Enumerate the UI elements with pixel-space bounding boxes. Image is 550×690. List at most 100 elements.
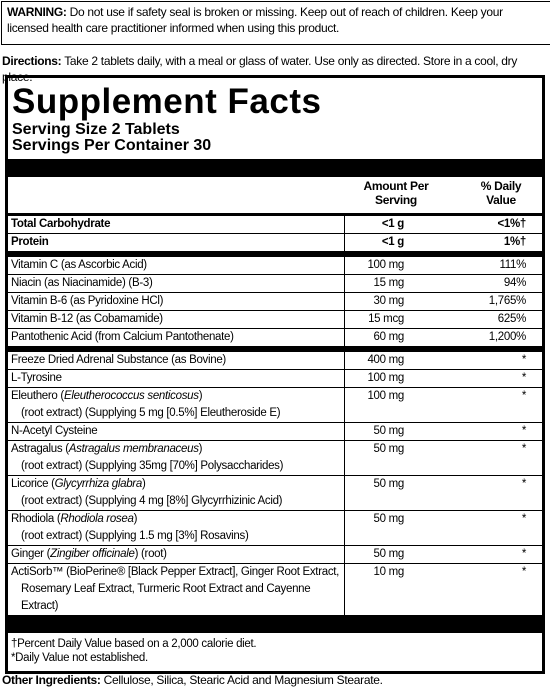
daily-value: *	[521, 478, 526, 490]
ingredient-detail: (root extract) (Supplying 1.5 mg [3%] Ro…	[21, 530, 249, 542]
servings-per-container: Servings Per Container 30	[12, 137, 212, 154]
amount: <1 g	[344, 216, 454, 233]
ingredient: Pantothenic Acid (from Calcium Pantothen…	[8, 329, 344, 346]
daily-value: 111%	[499, 259, 526, 271]
name-part: Ginger (	[11, 548, 51, 560]
section: Freeze Dried Adrenal Substance (as Bovin…	[8, 346, 542, 615]
name-part: Niacin (as Niacinamide) (B-3)	[11, 277, 153, 289]
row: L-Tyrosine 100 mg *	[8, 370, 542, 388]
ingredient-detail: Rosemary Leaf Extract, Turmeric Root Ext…	[21, 583, 311, 612]
daily-value: *	[521, 354, 526, 366]
name-part: )	[198, 390, 203, 402]
dv-header: % Daily Value	[480, 179, 522, 207]
row: Vitamin C (as Ascorbic Acid) 100 mg 111%	[8, 257, 542, 275]
row: Eleuthero (Eleutherococcus senticosus) (r…	[8, 388, 542, 423]
other-ingredients: Other Ingredients: Cellulose, Silica, St…	[2, 672, 383, 688]
name-part: Vitamin B-6 (as Pyridoxine HCl)	[11, 295, 164, 307]
name-part: L-Tyrosine	[11, 372, 62, 384]
amount: 10 mg	[344, 564, 454, 615]
warning-label: WARNING:	[7, 5, 67, 19]
amount: 50 mg	[344, 476, 454, 510]
daily-value: *	[521, 443, 526, 455]
divider-bar	[8, 159, 542, 177]
name-part: )	[198, 443, 203, 455]
name-part: Eleuthero (	[11, 390, 64, 402]
ingredient-name: Ginger (Zingiber officinale) (root)	[11, 546, 344, 563]
facts-title: Supplement Facts	[12, 82, 322, 121]
name-part: Vitamin C (as Ascorbic Acid)	[11, 259, 147, 271]
name-part: )	[141, 478, 146, 490]
serving-size: Serving Size 2 Tablets	[12, 121, 180, 138]
ingredient: Vitamin B-6 (as Pyridoxine HCl)	[8, 293, 344, 310]
ingredient-name: Eleuthero (Eleutherococcus senticosus)	[11, 388, 344, 405]
section: Vitamin C (as Ascorbic Acid) 100 mg 111% Ni…	[8, 251, 542, 346]
name-part: )	[133, 513, 138, 525]
amount: 400 mg	[344, 352, 454, 369]
spacer	[8, 179, 356, 213]
directions: Directions: Take 2 tablets daily, with a…	[2, 53, 548, 85]
amount: 30 mg	[344, 293, 454, 310]
name-part: Vitamin B-12 (as Cobamamide)	[11, 313, 163, 325]
name-part: Pantothenic Acid (from Calcium Pantothen…	[11, 331, 234, 343]
ingredient-detail: (root extract) (Supplying 4 mg [8%] Glyc…	[21, 495, 283, 507]
ingredient-name: ActiSorb™ (BioPerine® [Black Pepper Extr…	[11, 564, 344, 581]
name-part: ActiSorb™ (BioPerine® [Black Pepper Extr…	[11, 566, 340, 578]
name-part: Rhodiola (	[11, 513, 61, 525]
ingredient-name: Vitamin B-12 (as Cobamamide)	[11, 311, 344, 328]
other-text: Cellulose, Silica, Stearic Acid and Magn…	[103, 673, 383, 687]
amount: 100 mg	[344, 388, 454, 422]
ingredient-name: Pantothenic Acid (from Calcium Pantothen…	[11, 329, 344, 346]
amount: 60 mg	[344, 329, 454, 346]
name-part: Rhodiola rosea	[60, 513, 134, 525]
name-part: Eleutherococcus senticosus	[63, 390, 199, 402]
ingredient: Niacin (as Niacinamide) (B-3)	[8, 275, 344, 292]
row: Freeze Dried Adrenal Substance (as Bovin…	[8, 352, 542, 370]
ingredient-name: Protein	[11, 234, 344, 251]
warning-text: Do not use if safety seal is broken or m…	[7, 5, 503, 35]
ingredient: ActiSorb™ (BioPerine® [Black Pepper Extr…	[8, 564, 344, 615]
row: Licorice (Glycyrrhiza glabra) (root extra…	[8, 476, 542, 511]
daily-value: *	[521, 513, 526, 525]
daily-value: 1,200%	[488, 331, 527, 343]
directions-label: Directions:	[2, 54, 62, 68]
name-part: Astragalus (	[11, 443, 69, 455]
warning-box: WARNING: Do not use if safety seal is br…	[1, 1, 550, 45]
name-part: Freeze Dried Adrenal Substance (as Bovin…	[11, 354, 226, 366]
ingredient: Vitamin B-12 (as Cobamamide)	[8, 311, 344, 328]
name-part: Glycyrrhiza glabra	[54, 478, 143, 490]
ingredient-name: Total Carbohydrate	[11, 216, 344, 233]
ingredient: Protein	[8, 234, 344, 251]
daily-value: <1%†	[497, 218, 526, 230]
ingredient: L-Tyrosine	[8, 370, 344, 387]
row: Protein <1 g 1%†	[8, 234, 542, 251]
daily-value: 625%	[497, 313, 527, 325]
name-part: ) (root)	[134, 548, 167, 560]
daily-value: 1%†	[503, 236, 526, 248]
ingredient-name: Niacin (as Niacinamide) (B-3)	[11, 275, 344, 292]
ingredient-name: Astragalus (Astragalus membranaceus)	[11, 441, 344, 458]
amount: 50 mg	[344, 546, 454, 563]
row: Niacin (as Niacinamide) (B-3) 15 mg 94%	[8, 275, 542, 293]
ingredient: Total Carbohydrate	[8, 216, 344, 233]
daily-value: *	[521, 548, 526, 560]
amount: <1 g	[344, 234, 454, 251]
ingredient-name: Licorice (Glycyrrhiza glabra)	[11, 476, 344, 493]
amount: 50 mg	[344, 511, 454, 545]
section: Total Carbohydrate <1 g <1%† Protein <1 g 1%†	[8, 216, 542, 251]
ingredient: Freeze Dried Adrenal Substance (as Bovin…	[8, 352, 344, 369]
amount: 15 mcg	[344, 311, 454, 328]
row: Astragalus (Astragalus membranaceus) (roo…	[8, 441, 542, 476]
ingredient-name: Rhodiola (Rhodiola rosea)	[11, 511, 344, 528]
row: N-Acetyl Cysteine 50 mg *	[8, 423, 542, 441]
amount: 100 mg	[344, 370, 454, 387]
footnote: *Daily Value not established.	[11, 652, 148, 664]
row: Ginger (Zingiber officinale) (root) 50 mg…	[8, 546, 542, 564]
ingredient: Astragalus (Astragalus membranaceus) (roo…	[8, 441, 344, 475]
row: Vitamin B-12 (as Cobamamide) 15 mcg 625%	[8, 311, 542, 329]
name-part: Total Carbohydrate	[11, 218, 111, 230]
ingredient: Ginger (Zingiber officinale) (root)	[8, 546, 344, 563]
row: ActiSorb™ (BioPerine® [Black Pepper Extr…	[8, 564, 542, 615]
ingredient-detail: (root extract) (Supplying 35mg [70%] Pol…	[21, 460, 284, 472]
ingredient: Licorice (Glycyrrhiza glabra) (root extra…	[8, 476, 344, 510]
